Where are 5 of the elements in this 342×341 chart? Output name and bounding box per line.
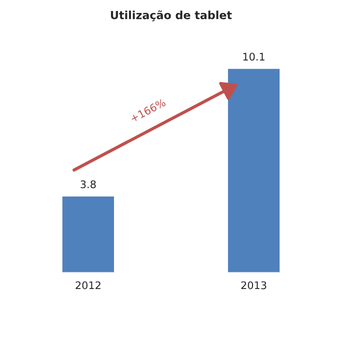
x-tick-label: 2012 (76, 281, 100, 290)
chart-title: Utilização de tablet (110, 10, 232, 22)
data-label: 10.1 (243, 52, 264, 61)
data-label: 3.8 (80, 180, 96, 188)
x-tick-label: 2013 (241, 281, 266, 290)
